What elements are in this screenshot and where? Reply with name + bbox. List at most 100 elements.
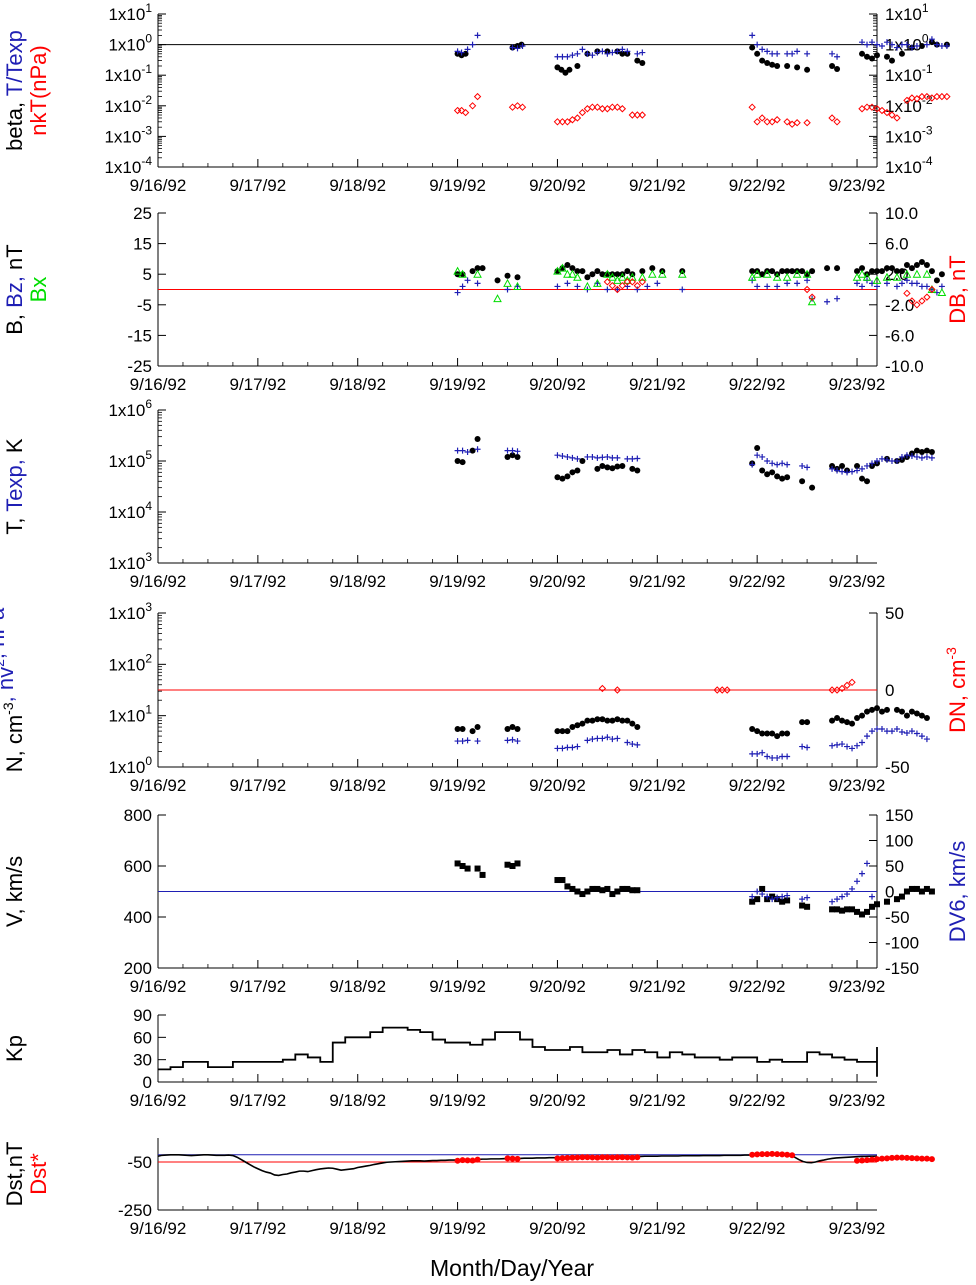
data-point	[749, 893, 756, 900]
data-point	[614, 735, 621, 742]
data-point	[928, 449, 935, 456]
data-point	[558, 118, 567, 126]
data-point	[928, 285, 936, 294]
data-point	[774, 754, 781, 761]
data-point	[554, 452, 561, 459]
data-point	[573, 272, 582, 281]
data-point	[874, 705, 880, 712]
data-point	[859, 50, 866, 57]
data-point	[793, 119, 801, 127]
data-point	[878, 455, 885, 462]
x-tick-label: 9/21/92	[629, 572, 686, 591]
data-point	[614, 716, 621, 723]
y-right-tick-label: 150	[885, 806, 913, 825]
data-point	[574, 268, 581, 275]
data-point	[762, 269, 772, 278]
data-point	[599, 1154, 606, 1161]
data-point	[859, 283, 866, 290]
data-point	[639, 268, 646, 275]
data-point	[903, 712, 910, 719]
panel-bfield: 25155-5-15-2510.06.02.0-2.0-6.0-10.09/16…	[2, 204, 970, 394]
data-point	[614, 463, 621, 470]
data-point	[458, 49, 465, 56]
data-point	[903, 729, 910, 736]
data-point	[923, 92, 931, 101]
data-point	[749, 268, 756, 275]
x-tick-label: 9/17/92	[229, 1219, 286, 1238]
data-point	[834, 295, 841, 302]
data-point	[908, 1155, 915, 1162]
data-point	[509, 863, 516, 869]
y-right-tick-label: -6.0	[885, 326, 914, 345]
data-point	[893, 44, 900, 51]
data-point	[913, 262, 920, 269]
y-right-tick-label: 0	[885, 681, 894, 700]
data-point	[802, 269, 812, 278]
data-point	[504, 861, 511, 868]
y-right-tick-label: -150	[885, 959, 919, 978]
data-point	[779, 460, 786, 467]
data-point	[769, 460, 776, 467]
y-tick-label: 1x10-4	[104, 154, 152, 177]
data-point	[898, 893, 905, 900]
series-red-diamond	[603, 278, 936, 309]
data-point	[759, 749, 766, 756]
y-axis-label: T, Texp, K	[2, 438, 27, 535]
data-point	[784, 474, 791, 481]
data-point	[509, 44, 516, 51]
data-point	[784, 280, 791, 287]
data-point	[918, 92, 926, 101]
data-point	[558, 263, 567, 272]
data-point	[509, 452, 516, 459]
data-point	[503, 278, 512, 287]
data-point	[599, 462, 606, 469]
data-point	[908, 44, 915, 51]
data-point	[464, 449, 471, 456]
data-point	[869, 268, 876, 275]
data-point	[599, 271, 606, 278]
data-point	[509, 736, 516, 743]
data-point	[564, 1154, 571, 1161]
data-point	[869, 728, 876, 735]
data-point	[769, 268, 776, 275]
data-point	[764, 1151, 771, 1158]
data-point	[464, 865, 471, 872]
data-point	[918, 43, 925, 50]
data-point	[918, 1155, 925, 1162]
data-point	[624, 48, 631, 55]
data-point	[768, 118, 776, 126]
data-point	[779, 268, 786, 275]
data-point	[898, 708, 905, 715]
data-point	[943, 43, 950, 50]
data-point	[839, 907, 846, 914]
data-point	[464, 1157, 471, 1164]
data-point	[613, 686, 622, 694]
data-point	[839, 462, 846, 469]
data-point	[849, 885, 856, 892]
data-point	[844, 469, 851, 476]
data-point	[803, 285, 811, 294]
data-point	[657, 269, 667, 278]
data-point	[933, 277, 940, 284]
data-point	[918, 888, 925, 895]
data-point	[774, 283, 781, 290]
data-point	[614, 271, 621, 278]
data-point	[799, 462, 806, 469]
data-point	[928, 888, 935, 895]
data-point	[898, 729, 905, 736]
data-point	[469, 41, 476, 48]
data-point	[883, 280, 890, 287]
y-axis-label: Dst*	[26, 1153, 51, 1195]
x-tick-label: 9/20/92	[529, 977, 586, 996]
data-point	[752, 269, 762, 278]
data-point	[888, 1154, 895, 1161]
data-point	[774, 473, 781, 480]
data-point	[504, 737, 511, 744]
data-point	[863, 103, 871, 111]
y-tick-label: 1x103	[108, 600, 152, 623]
data-point	[634, 286, 641, 293]
data-point	[784, 268, 791, 275]
data-point	[848, 678, 856, 687]
data-point	[754, 452, 761, 459]
data-point	[584, 888, 591, 895]
